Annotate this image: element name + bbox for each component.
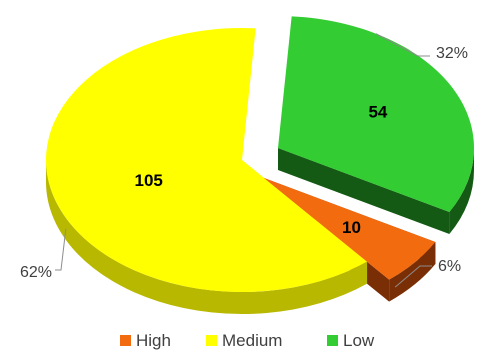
data-labels: 105 54 10 32% 6% 62% xyxy=(20,33,468,288)
leader-line-high xyxy=(394,265,432,288)
percent-label-medium: 62% xyxy=(20,264,52,281)
legend-label-medium: Medium xyxy=(222,331,282,350)
legend-swatch-medium xyxy=(206,335,217,346)
slice-medium xyxy=(45,28,368,292)
legend-swatch-high xyxy=(120,335,131,346)
legend-item-high: High xyxy=(120,331,171,350)
legend-label-low: Low xyxy=(343,331,375,350)
slice-medium-side xyxy=(46,160,368,314)
legend: High Medium Low xyxy=(120,331,375,350)
value-label-medium: 105 xyxy=(135,171,163,190)
percent-label-high: 6% xyxy=(438,258,461,275)
legend-item-medium: Medium xyxy=(206,331,282,350)
slice-high-side xyxy=(389,242,436,302)
slice-tops xyxy=(45,16,474,292)
leader-line-low xyxy=(375,33,430,57)
legend-item-low: Low xyxy=(327,331,375,350)
leader-line-medium xyxy=(55,228,67,271)
legend-label-high: High xyxy=(136,331,171,350)
percent-label-low: 32% xyxy=(436,45,468,62)
slice-high xyxy=(264,178,436,280)
slice-low-side xyxy=(449,148,474,235)
slice-low-cut-face xyxy=(278,148,450,235)
value-label-low: 54 xyxy=(368,102,387,121)
slice-low xyxy=(278,16,474,213)
legend-swatch-low xyxy=(327,335,338,346)
value-label-high: 10 xyxy=(342,218,361,237)
